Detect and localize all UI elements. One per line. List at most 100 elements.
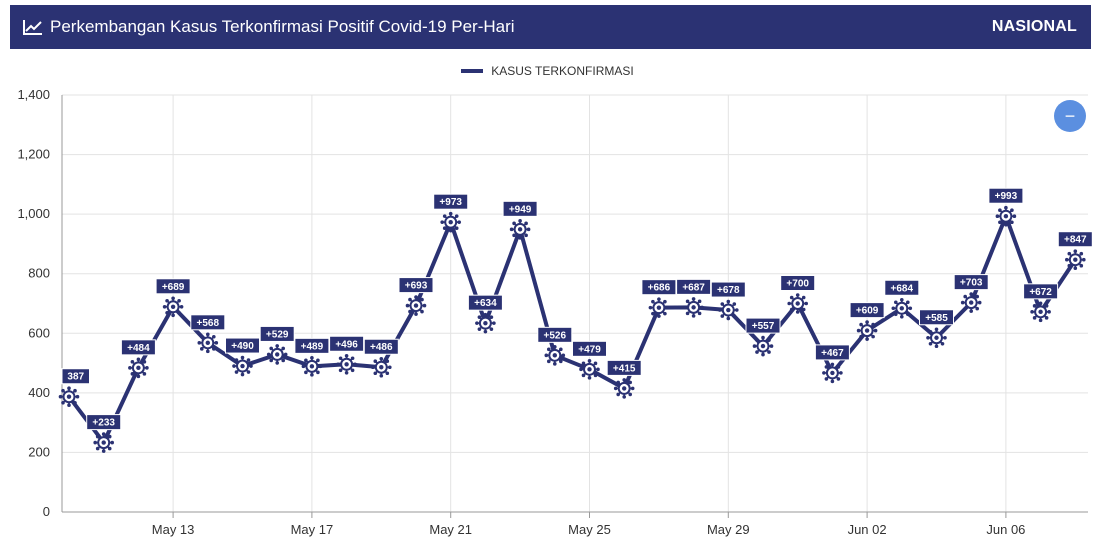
- chart-header: Perkembangan Kasus Terkonfirmasi Positif…: [10, 5, 1091, 49]
- virus-spike-tip: [1004, 222, 1008, 227]
- data-label-box: [294, 337, 330, 354]
- virus-core: [587, 367, 592, 372]
- chart-title: Perkembangan Kasus Terkonfirmasi Positif…: [50, 17, 515, 36]
- virus-icon: [960, 292, 982, 313]
- virus-spike-tip: [856, 328, 861, 333]
- virus-core: [899, 306, 904, 311]
- virus-spike-tip: [110, 440, 114, 445]
- virus-spike-tip: [212, 347, 216, 351]
- x-tick-label: May 29: [707, 522, 750, 537]
- virus-spike-tip: [240, 372, 245, 377]
- virus-spike-tip: [1010, 220, 1014, 225]
- virus-core: [240, 363, 245, 369]
- data-label: +557: [745, 317, 781, 334]
- collapse-button[interactable]: −: [1054, 100, 1086, 132]
- data-label-text: +415: [613, 363, 636, 374]
- virus-spike-tip: [283, 352, 288, 357]
- virus-spike-tip: [405, 303, 410, 308]
- virus-spike-tip: [587, 359, 592, 363]
- data-label-box: [572, 340, 607, 357]
- virus-spike-tip: [61, 400, 65, 405]
- virus-spike-tip: [353, 362, 357, 367]
- data-label-box: [814, 344, 850, 361]
- virus-spike-tip: [95, 434, 100, 439]
- virus-spike-tip: [142, 372, 147, 376]
- data-label: +484: [120, 339, 156, 356]
- virus-spike-tip: [663, 311, 667, 316]
- virus-core: [1073, 257, 1078, 262]
- data-label-text: +557: [752, 321, 775, 332]
- data-label: +686: [641, 279, 677, 296]
- virus-spike-tip: [969, 309, 973, 313]
- virus-core: [726, 307, 731, 313]
- virus-spike-tip: [836, 377, 841, 381]
- virus-spike-tip: [1032, 304, 1037, 308]
- virus-spike-tip: [596, 367, 600, 372]
- virus-spike-tip: [344, 353, 349, 358]
- data-label: +672: [1023, 283, 1059, 300]
- virus-spike-tip: [622, 378, 626, 382]
- virus-spike-tip: [804, 301, 808, 306]
- x-tick-label: May 21: [429, 522, 472, 537]
- virus-core: [656, 305, 662, 310]
- virus-spike-tip: [691, 297, 696, 301]
- virus-spike-tip: [249, 364, 253, 368]
- virus-spike-tip: [752, 344, 757, 348]
- virus-spike-tip: [199, 347, 204, 351]
- virus-spike-tip: [454, 214, 459, 218]
- virus-spike-tip: [492, 321, 496, 325]
- virus-spike-tip: [206, 332, 210, 337]
- virus-spike-tip: [145, 366, 149, 370]
- virus-spike-tip: [266, 352, 271, 357]
- data-label-text: +686: [648, 283, 671, 294]
- virus-spike-tip: [344, 370, 349, 375]
- virus-spike-tip: [316, 370, 320, 375]
- virus-spike-tip: [371, 365, 375, 370]
- data-label: +847: [1057, 231, 1093, 248]
- data-label: +949: [502, 200, 538, 217]
- data-label-box: [953, 274, 989, 291]
- data-label-text: +486: [370, 342, 393, 353]
- virus-core: [379, 365, 384, 370]
- virus-spike-tip: [234, 358, 239, 362]
- virus-spike-tip: [546, 347, 551, 352]
- legend-swatch: [461, 69, 484, 73]
- data-label: +467: [814, 344, 850, 361]
- virus-spike-tip: [457, 220, 461, 224]
- virus-spike-tip: [373, 371, 378, 376]
- virus-core: [309, 364, 315, 369]
- data-label-text: +949: [509, 204, 532, 215]
- virus-spike-tip: [420, 297, 424, 302]
- virus-spike-tip: [128, 366, 132, 370]
- virus-spike-tip: [830, 362, 835, 367]
- data-label: +693: [398, 277, 434, 294]
- virus-spike-tip: [512, 233, 516, 238]
- virus-spike-tip: [483, 329, 488, 334]
- virus-icon: [301, 356, 323, 377]
- virus-spike-tip: [934, 344, 939, 349]
- virus-icon: [752, 335, 774, 357]
- minus-icon: −: [1064, 105, 1076, 126]
- data-label: +496: [329, 335, 365, 352]
- virus-spike-tip: [718, 308, 722, 312]
- data-label-text: +585: [925, 313, 948, 324]
- virus-spike-tip: [801, 307, 806, 312]
- virus-spike-tip: [130, 372, 135, 376]
- virus-spike-tip: [518, 219, 522, 223]
- virus-spike-tip: [301, 364, 306, 369]
- virus-spike-tip: [795, 310, 800, 314]
- chart-legend[interactable]: KASUS TERKONFIRMASI: [0, 64, 1095, 78]
- virus-spike-tip: [553, 362, 557, 366]
- virus-core: [795, 301, 800, 306]
- virus-core: [622, 386, 627, 391]
- data-label-text: +490: [231, 341, 254, 352]
- virus-icon: [995, 205, 1017, 227]
- virus-spike-tip: [524, 221, 528, 226]
- virus-spike-tip: [234, 370, 239, 374]
- virus-spike-tip: [388, 365, 392, 370]
- virus-spike-tip: [177, 310, 181, 315]
- data-label-box: [745, 317, 781, 334]
- virus-spike-tip: [943, 335, 947, 340]
- data-label-text: 387: [67, 372, 84, 383]
